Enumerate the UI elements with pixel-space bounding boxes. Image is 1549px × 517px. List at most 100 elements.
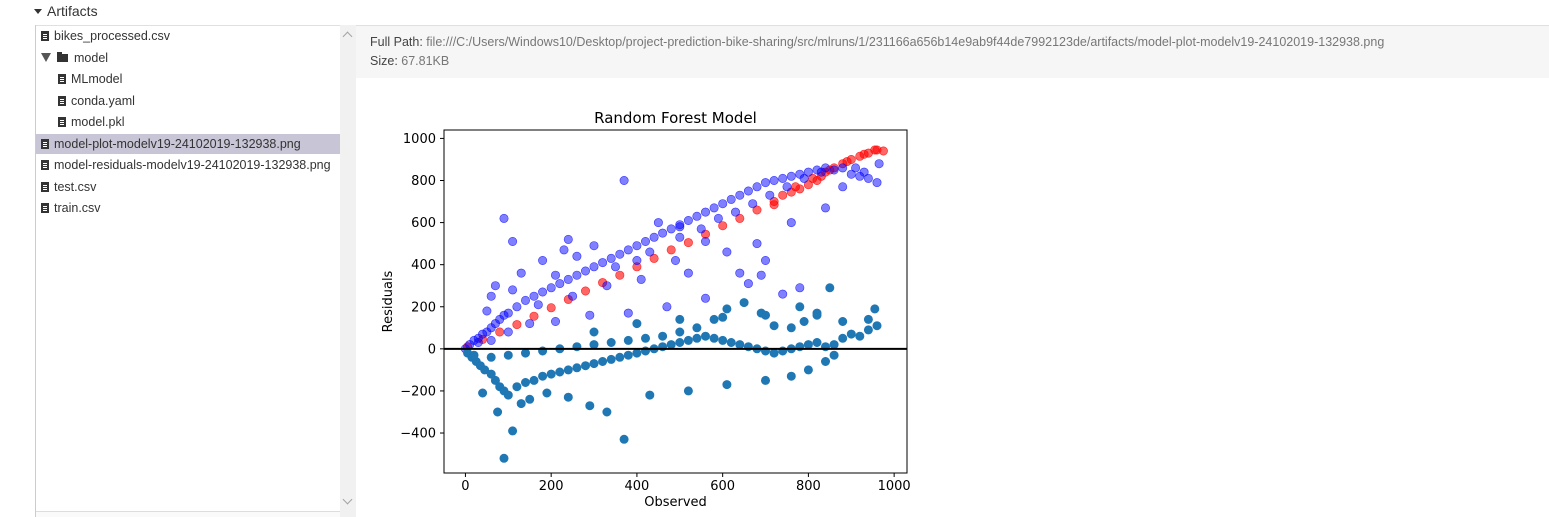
data-point <box>735 213 745 223</box>
data-point <box>870 145 880 155</box>
tree-file[interactable]: model-plot-modelv19-24102019-132938.png <box>36 133 340 154</box>
data-point <box>572 251 582 261</box>
data-point <box>726 194 736 204</box>
data-point <box>872 321 882 331</box>
tree-item-label: MLmodel <box>71 72 123 86</box>
data-point <box>803 180 813 190</box>
data-point <box>696 224 706 234</box>
data-point <box>803 365 813 375</box>
data-point <box>615 270 625 280</box>
data-point <box>713 213 723 223</box>
y-axis-label: Residuals <box>381 270 396 332</box>
data-point <box>675 222 685 232</box>
data-point <box>778 289 788 299</box>
data-point <box>623 335 633 345</box>
data-point <box>572 270 582 280</box>
data-point <box>546 283 556 293</box>
data-point <box>859 149 869 159</box>
data-point <box>538 371 548 381</box>
data-point <box>692 323 702 333</box>
data-point <box>529 375 539 385</box>
tree-file[interactable]: test.csv <box>36 177 340 197</box>
data-point <box>709 314 719 324</box>
tree-file[interactable]: model-residuals-modelv19-24102019-132938… <box>36 155 340 175</box>
data-point <box>786 323 796 333</box>
x-tick-label: 0 <box>461 479 469 494</box>
tree-file[interactable]: conda.yaml <box>36 91 340 111</box>
data-point <box>632 241 642 251</box>
data-point <box>480 365 490 375</box>
data-point <box>700 293 710 303</box>
tree-item-label: model.pkl <box>71 115 125 129</box>
data-point <box>521 295 531 305</box>
tree-file[interactable]: model.pkl <box>36 112 340 132</box>
data-point <box>838 182 848 192</box>
data-point <box>546 303 556 313</box>
data-point <box>632 256 642 266</box>
vertical-scrollbar[interactable] <box>340 25 356 517</box>
tree-folder[interactable]: model <box>36 48 340 68</box>
data-point <box>838 163 848 173</box>
data-point <box>653 218 663 228</box>
artifact-tree-panel: bikes_processed.csv model MLmodel conda.yam… <box>35 25 356 517</box>
data-point <box>585 310 595 320</box>
y-tick-label: 800 <box>411 174 436 189</box>
data-point <box>486 352 496 362</box>
data-point <box>878 146 888 156</box>
data-point <box>503 390 513 400</box>
data-point <box>525 319 535 329</box>
data-point <box>636 274 646 284</box>
data-point <box>795 283 805 293</box>
tree-file[interactable]: bikes_processed.csv <box>36 26 340 46</box>
data-point <box>846 169 856 179</box>
tree-item-label: conda.yaml <box>71 93 135 108</box>
x-tick-label: 600 <box>710 479 735 494</box>
x-axis-label: Observed <box>644 495 707 510</box>
data-point <box>606 354 616 364</box>
artifacts-section-toggle[interactable]: Artifacts <box>34 2 98 20</box>
data-point <box>816 167 826 177</box>
data-point <box>493 407 503 417</box>
scroll-down-icon[interactable] <box>342 494 353 505</box>
data-point <box>851 163 861 173</box>
x-tick-label: 1000 <box>878 479 911 494</box>
data-point <box>709 333 719 343</box>
data-point <box>499 213 509 223</box>
data-point <box>692 333 702 343</box>
horizontal-scrollbar[interactable] <box>36 511 340 517</box>
data-point <box>739 298 749 308</box>
tree-file[interactable]: train.csv <box>36 198 340 218</box>
data-point <box>666 340 676 350</box>
data-point <box>718 221 728 231</box>
data-point <box>743 279 753 289</box>
y-tick-label: 200 <box>411 300 436 315</box>
data-point <box>503 350 513 360</box>
data-point <box>670 256 680 266</box>
tree-file[interactable]: MLmodel <box>36 69 340 89</box>
tree-item-label: model-residuals-modelv19-24102019-132938… <box>54 158 331 172</box>
data-point <box>786 218 796 228</box>
data-point <box>589 327 599 337</box>
data-point <box>533 300 543 310</box>
size-label: Size: <box>370 54 398 68</box>
data-point <box>611 262 621 272</box>
data-point <box>512 320 522 330</box>
data-point <box>855 331 865 341</box>
data-point <box>675 314 685 324</box>
data-point <box>700 237 710 247</box>
expand-toggle-icon[interactable] <box>41 53 51 62</box>
data-point <box>662 302 672 312</box>
data-point <box>683 238 693 248</box>
data-point <box>778 173 788 183</box>
y-tick-label: −200 <box>400 384 436 399</box>
scroll-up-icon[interactable] <box>342 31 353 42</box>
data-point <box>555 279 565 289</box>
data-point <box>752 239 762 249</box>
data-point <box>842 157 852 167</box>
data-point <box>645 390 655 400</box>
data-point <box>722 380 732 390</box>
data-point <box>722 247 732 257</box>
data-point <box>799 317 809 327</box>
data-point <box>581 286 591 296</box>
data-point <box>872 178 882 188</box>
